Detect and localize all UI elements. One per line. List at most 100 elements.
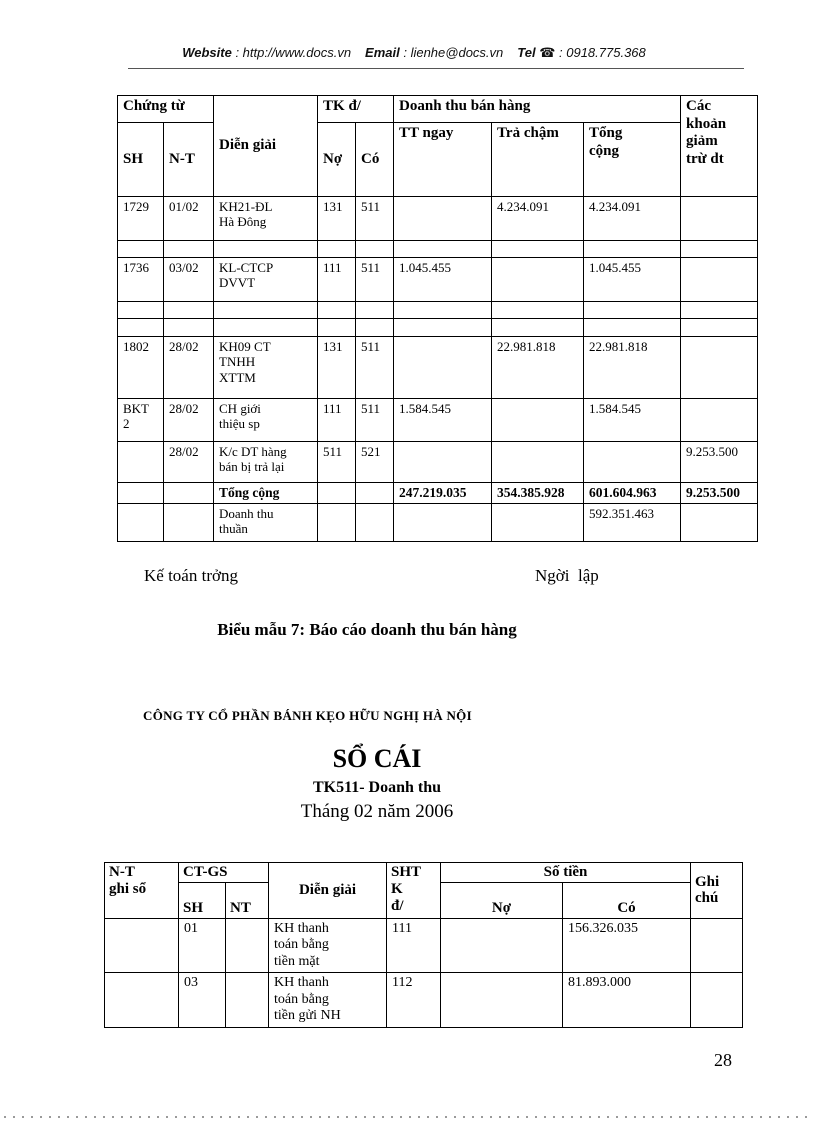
sh-cell: 03 bbox=[178, 972, 226, 1028]
nt-cell bbox=[162, 318, 215, 337]
tongcong-cell bbox=[583, 301, 682, 319]
ttngay-cell bbox=[393, 301, 493, 319]
ttngay-cell: 1.584.545 bbox=[393, 398, 493, 442]
ttngay-header: TT ngay bbox=[393, 122, 493, 197]
giamtru-cell bbox=[680, 336, 759, 399]
no-header: Nợ bbox=[440, 881, 563, 919]
co-cell bbox=[355, 301, 395, 319]
co-cell: 156.326.035 bbox=[561, 917, 692, 974]
no-cell bbox=[440, 972, 563, 1028]
tongcong-cell: 4.234.091 bbox=[583, 196, 682, 241]
sales-revenue-table: Chứng từ Diễn giải TK đ/ Doanh thu bán h… bbox=[116, 95, 759, 542]
giamtru-cell: 9.253.500 bbox=[680, 482, 759, 504]
form-title: Biểu mẫu 7: Báo cáo doanh thu bán hàng bbox=[217, 620, 517, 639]
ntghiso-header: N-T ghi sổ bbox=[104, 862, 179, 919]
table-header-row: N-T ghi sổ CT-GS Diễn giải SHT K đ/ Số t… bbox=[104, 862, 744, 919]
email-label: Email bbox=[365, 45, 400, 60]
nt-header: N-T bbox=[162, 122, 215, 197]
diengiai-cell: Doanh thu thuần bbox=[213, 503, 319, 542]
no-cell bbox=[440, 917, 563, 974]
sh-header: SH bbox=[178, 881, 226, 919]
diengiai-cell: KH09 CT TNHH XTTM bbox=[213, 336, 319, 399]
no-header: Nợ bbox=[317, 122, 357, 197]
nt-cell bbox=[225, 972, 269, 1028]
ghichu-header: Ghi chú bbox=[690, 862, 744, 919]
nt-cell: 03/02 bbox=[162, 257, 215, 302]
sh-cell: 1736 bbox=[117, 257, 164, 302]
tel-segment: Tel ☎ : 0918.775.368 bbox=[517, 45, 646, 60]
nt-cell bbox=[162, 503, 215, 542]
sh-cell bbox=[117, 503, 164, 542]
email-segment: Email : lienhe@docs.vn bbox=[365, 45, 503, 60]
tracham-cell bbox=[491, 257, 585, 302]
giamtru-cell bbox=[680, 240, 759, 258]
sh-cell bbox=[117, 318, 164, 337]
ctgs-header: CT-GS bbox=[178, 862, 269, 883]
tracham-cell bbox=[491, 441, 585, 483]
no-cell bbox=[317, 318, 357, 337]
phone-icon: ☎ bbox=[539, 45, 556, 60]
sh-cell bbox=[117, 482, 164, 504]
diengiai-cell bbox=[213, 318, 319, 337]
giamtru-cell: 9.253.500 bbox=[680, 441, 759, 483]
ttngay-cell: 1.045.455 bbox=[393, 257, 493, 302]
tel-value: : 0918.775.368 bbox=[555, 45, 646, 60]
preparer-signature-label: Ngời lập bbox=[535, 566, 599, 585]
tongcong-cell: 592.351.463 bbox=[583, 503, 682, 542]
ttngay-cell: 247.219.035 bbox=[393, 482, 493, 504]
shtk-cell: 112 bbox=[386, 972, 441, 1028]
nt-cell: 28/02 bbox=[162, 441, 215, 483]
table-row bbox=[117, 240, 759, 258]
no-cell: 111 bbox=[317, 398, 357, 442]
table-row: BKT 2 28/02 CH giới thiệu sp 111 511 1.5… bbox=[117, 398, 759, 442]
diengiai-cell: KL-CTCP DVVT bbox=[213, 257, 319, 302]
nt-cell bbox=[162, 240, 215, 258]
tongcong-cell: 22.981.818 bbox=[583, 336, 682, 399]
table-row: 1729 01/02 KH21-ĐL Hà Đông 131 511 4.234… bbox=[117, 196, 759, 241]
diengiai-cell: KH thanh toán bằng tiền gửi NH bbox=[268, 972, 387, 1028]
diengiai-header: Diễn giải bbox=[213, 95, 319, 197]
ledger-period: Tháng 02 năm 2006 bbox=[300, 801, 454, 822]
diengiai-cell: CH giới thiệu sp bbox=[213, 398, 319, 442]
sh-cell bbox=[117, 441, 164, 483]
giamtru-cell bbox=[680, 398, 759, 442]
tongcong-cell bbox=[583, 318, 682, 337]
sh-cell: BKT 2 bbox=[117, 398, 164, 442]
page-number: 28 bbox=[714, 1050, 732, 1070]
table-row: Doanh thu thuần 592.351.463 bbox=[117, 503, 759, 542]
no-cell bbox=[317, 301, 357, 319]
no-cell bbox=[317, 240, 357, 258]
nt-cell bbox=[162, 482, 215, 504]
diengiai-cell: KH21-ĐL Hà Đông bbox=[213, 196, 319, 241]
table-row: 1802 28/02 KH09 CT TNHH XTTM 131 511 22.… bbox=[117, 336, 759, 399]
co-cell: 81.893.000 bbox=[561, 972, 692, 1028]
doanhthu-header: Doanh thu bán hàng bbox=[393, 95, 682, 123]
ghichu-cell bbox=[690, 972, 744, 1028]
co-cell bbox=[355, 482, 395, 504]
giamtru-cell bbox=[680, 257, 759, 302]
giamtru-header: Các khoản giảm trừ dt bbox=[680, 95, 759, 197]
co-cell: 521 bbox=[355, 441, 395, 483]
document-header: Website : http://www.docs.vn Email : lien… bbox=[56, 45, 772, 61]
co-cell bbox=[355, 503, 395, 542]
diengiai-cell: Tổng cộng bbox=[213, 482, 319, 504]
tk-header: TK đ/ bbox=[317, 95, 395, 123]
tongcong-header: Tổng cộng bbox=[583, 122, 682, 197]
sotien-header: Số tiền bbox=[439, 862, 692, 883]
tracham-cell bbox=[491, 503, 585, 542]
chief-accountant-signature-label: Kế toán trởng bbox=[144, 566, 238, 585]
email-value: : lienhe@docs.vn bbox=[399, 45, 504, 60]
no-cell: 131 bbox=[317, 336, 357, 399]
giamtru-cell bbox=[680, 196, 759, 241]
co-cell: 511 bbox=[355, 257, 395, 302]
table-row: 01 KH thanh toán bằng tiền mặt 111 156.3… bbox=[104, 917, 744, 974]
table-header-row: Chứng từ Diễn giải TK đ/ Doanh thu bán h… bbox=[116, 95, 759, 197]
header-divider bbox=[128, 68, 744, 69]
sh-header: SH bbox=[117, 122, 164, 197]
giamtru-cell bbox=[680, 318, 759, 337]
nt-cell: 01/02 bbox=[162, 196, 215, 241]
co-cell: 511 bbox=[355, 336, 395, 399]
co-header: Có bbox=[355, 122, 395, 197]
table-row: 28/02 K/c DT hàng bán bị trả lại 511 521… bbox=[117, 441, 759, 483]
